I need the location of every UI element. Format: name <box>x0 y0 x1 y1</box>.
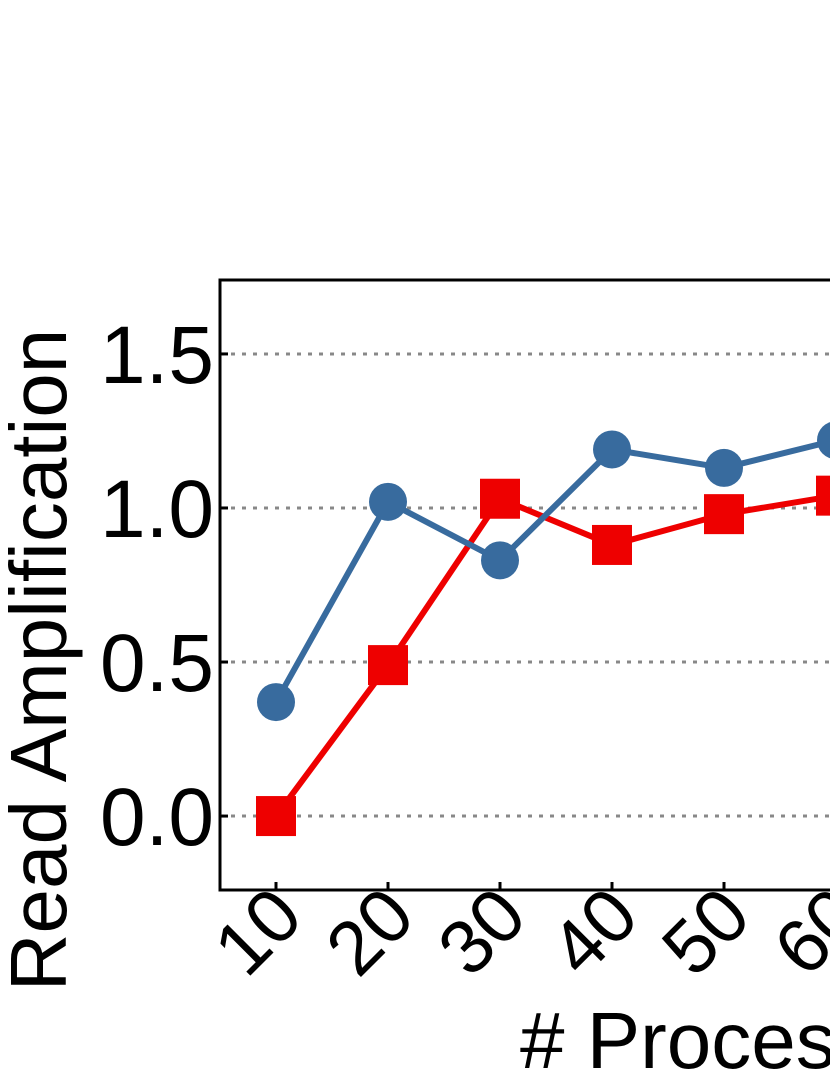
axes-frame <box>218 278 830 892</box>
marker <box>368 645 408 686</box>
series-line <box>273 493 830 818</box>
y-axis-label: Read Amplification <box>0 329 83 992</box>
marker <box>704 494 744 535</box>
marker <box>257 683 295 722</box>
marker <box>592 524 632 565</box>
y-tick-label: 0.0 <box>100 772 214 863</box>
marker <box>256 796 296 837</box>
y-tick-label: 1.5 <box>100 310 214 401</box>
y-tick-label: 1.0 <box>100 464 214 555</box>
x-axis-label: # Processes <box>520 996 830 1075</box>
marker <box>593 430 631 469</box>
marker <box>817 422 830 459</box>
y-tick-label: 0.5 <box>100 618 214 709</box>
marker <box>816 475 830 516</box>
marker <box>480 478 520 519</box>
series-line <box>273 438 830 704</box>
marker <box>481 541 519 580</box>
marker <box>369 482 407 521</box>
marker <box>705 448 743 487</box>
